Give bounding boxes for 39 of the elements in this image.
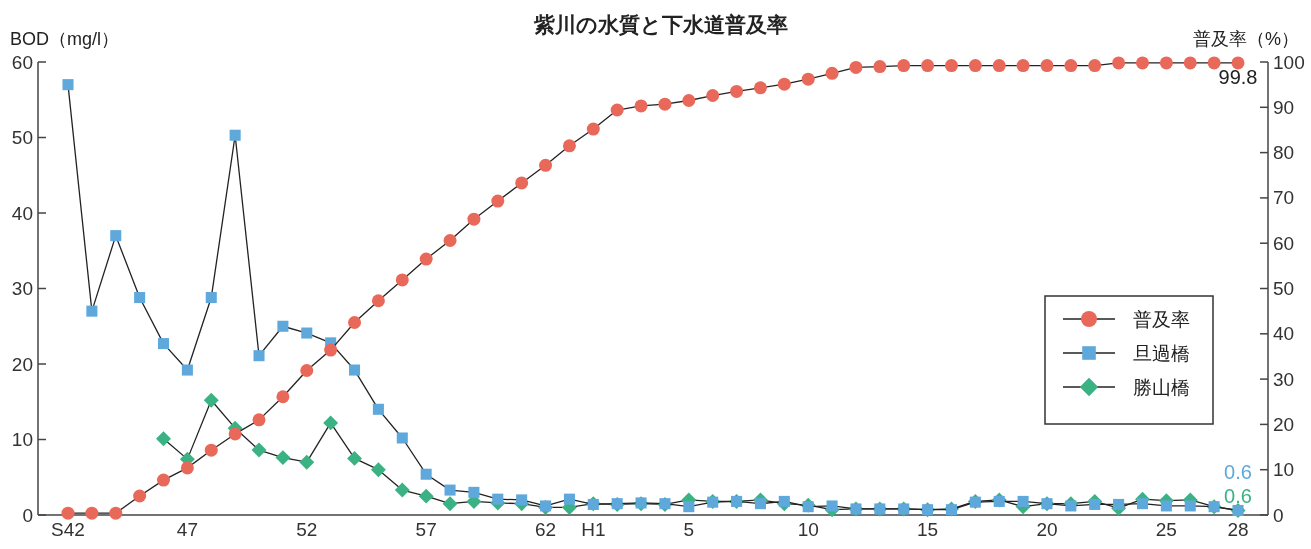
x-tick-label: 28 — [1227, 519, 1249, 540]
y-axis-title: BOD（mg/l） — [10, 29, 120, 49]
y2-tick-label: 60 — [1273, 232, 1295, 254]
y2-tick-label: 50 — [1273, 278, 1295, 299]
data-label: 99.8 — [1218, 65, 1258, 88]
data-label: 0.6 — [1224, 461, 1252, 484]
y-tick-label: 0 — [22, 504, 33, 526]
y2-tick-label: 10 — [1273, 459, 1295, 481]
data-label: 0.6 — [1224, 485, 1252, 508]
x-tick-label: 57 — [415, 519, 437, 540]
y2-tick-label: 20 — [1273, 413, 1295, 435]
x-tick-label: 62 — [534, 519, 557, 540]
y-tick-label: 40 — [11, 202, 33, 224]
y2-tick-label: 0 — [1273, 504, 1284, 526]
y-tick-label: 50 — [11, 127, 33, 148]
x-tick-label: 25 — [1155, 519, 1177, 540]
x-tick-label: 47 — [176, 519, 198, 540]
y2-tick-label: 30 — [1273, 368, 1295, 390]
y-tick-label: 60 — [11, 51, 33, 73]
y2-tick-label: 40 — [1273, 323, 1295, 345]
y2-axis-title: 普及率（%） — [1192, 29, 1299, 49]
y-tick-label: 30 — [11, 278, 33, 299]
x-tick-label: 20 — [1036, 519, 1058, 540]
x-tick-label: H1 — [581, 519, 606, 540]
x-tick-label: 10 — [797, 519, 819, 540]
x-tick-label: 5 — [683, 519, 695, 540]
legend-label: 普及率 — [1133, 308, 1190, 330]
y-tick-label: 20 — [11, 353, 33, 375]
y2-tick-label: 90 — [1273, 96, 1295, 118]
x-tick-label: 15 — [917, 519, 939, 540]
x-tick-label: 52 — [296, 519, 318, 540]
y-tick-label: 10 — [11, 429, 33, 450]
x-tick-label: S42 — [51, 519, 85, 540]
legend-label: 勝山橋 — [1133, 376, 1190, 398]
chart-title: 紫川の水質と下水道普及率 — [532, 13, 788, 37]
y2-tick-label: 70 — [1273, 187, 1295, 209]
y2-tick-label: 80 — [1273, 142, 1295, 164]
y2-tick-label: 100 — [1273, 51, 1305, 73]
legend-label: 旦過橋 — [1133, 342, 1190, 364]
